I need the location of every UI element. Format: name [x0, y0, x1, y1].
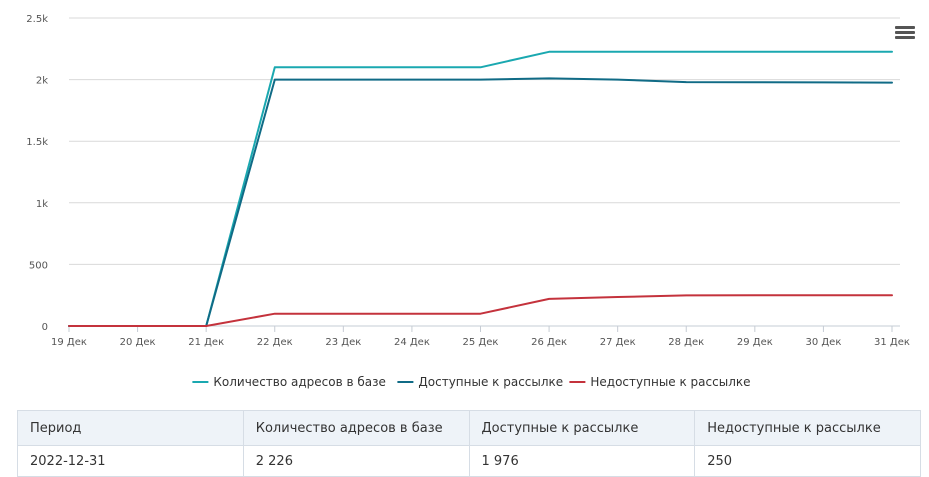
- x-tick-label: 20 Дек: [120, 337, 156, 348]
- legend-label: Доступные к рассылке: [418, 375, 563, 389]
- column-header-unavailable: Недоступные к рассылке: [694, 410, 921, 446]
- x-tick-label: 22 Дек: [257, 337, 293, 348]
- legend-item[interactable]: Количество адресов в базе: [192, 375, 386, 389]
- x-tick-label: 21 Дек: [188, 337, 224, 348]
- hamburger-menu-icon-bar: [895, 36, 915, 39]
- series-lines: [68, 50, 893, 327]
- grid-lines: [69, 17, 900, 327]
- cell-period: 2022-12-31: [17, 445, 244, 477]
- x-tick-label: 27 Дек: [600, 337, 636, 348]
- legend-item[interactable]: Недоступные к рассылке: [569, 375, 751, 389]
- legend-item[interactable]: Доступные к рассылке: [397, 375, 563, 389]
- legend[interactable]: Количество адресов в базе Доступные к рас…: [192, 375, 751, 389]
- y-tick-label: 1k: [36, 199, 48, 210]
- hamburger-menu-icon-bar: [895, 31, 915, 34]
- y-tick-label: 2k: [36, 76, 48, 87]
- table-header-row: Период Количество адресов в базе Доступн…: [17, 410, 921, 446]
- chart-menu-button[interactable]: [893, 24, 917, 44]
- y-tick-label: 500: [29, 260, 48, 271]
- x-tick-label: 24 Дек: [394, 337, 430, 348]
- x-tick-label: 19 Дек: [51, 337, 87, 348]
- x-tick-label: 28 Дек: [668, 337, 704, 348]
- x-tick-label: 29 Дек: [737, 337, 773, 348]
- legend-label: Количество адресов в базе: [213, 375, 386, 389]
- column-header-period: Период: [17, 410, 244, 446]
- y-tick-label: 2.5k: [26, 14, 48, 25]
- column-header-available: Доступные к рассылке: [468, 410, 696, 446]
- x-tick-label: 26 Дек: [531, 337, 567, 348]
- x-axis: 19 Дек 20 Дек 21 Дек 22 Дек 23 Дек 24 Дек 25 Д…: [51, 326, 910, 348]
- data-table: Период Количество адресов в базе Доступн…: [17, 410, 921, 477]
- series-line-3[interactable]: [68, 294, 893, 327]
- y-axis: 0 500 1k 1.5k 2k 2.5k: [26, 14, 48, 333]
- series-line-1[interactable]: [68, 50, 893, 327]
- y-tick-label: 1.5k: [26, 137, 48, 148]
- table-row: 2022-12-31 2 226 1 976 250: [17, 445, 921, 477]
- legend-label: Недоступные к рассылке: [590, 375, 750, 389]
- series-line-2[interactable]: [68, 77, 893, 327]
- hamburger-menu-icon: [895, 26, 915, 29]
- x-tick-label: 30 Дек: [805, 337, 841, 348]
- x-tick-label: 31 Дек: [874, 337, 910, 348]
- column-header-total: Количество адресов в базе: [242, 410, 470, 446]
- x-tick-label: 23 Дек: [325, 337, 361, 348]
- y-tick-label: 0: [42, 322, 48, 333]
- line-chart: 0 500 1k 1.5k 2k 2.5k 19 Дек 20 Дек 21 Дек 22 Де…: [26, 14, 910, 389]
- x-tick-label: 25 Дек: [463, 337, 499, 348]
